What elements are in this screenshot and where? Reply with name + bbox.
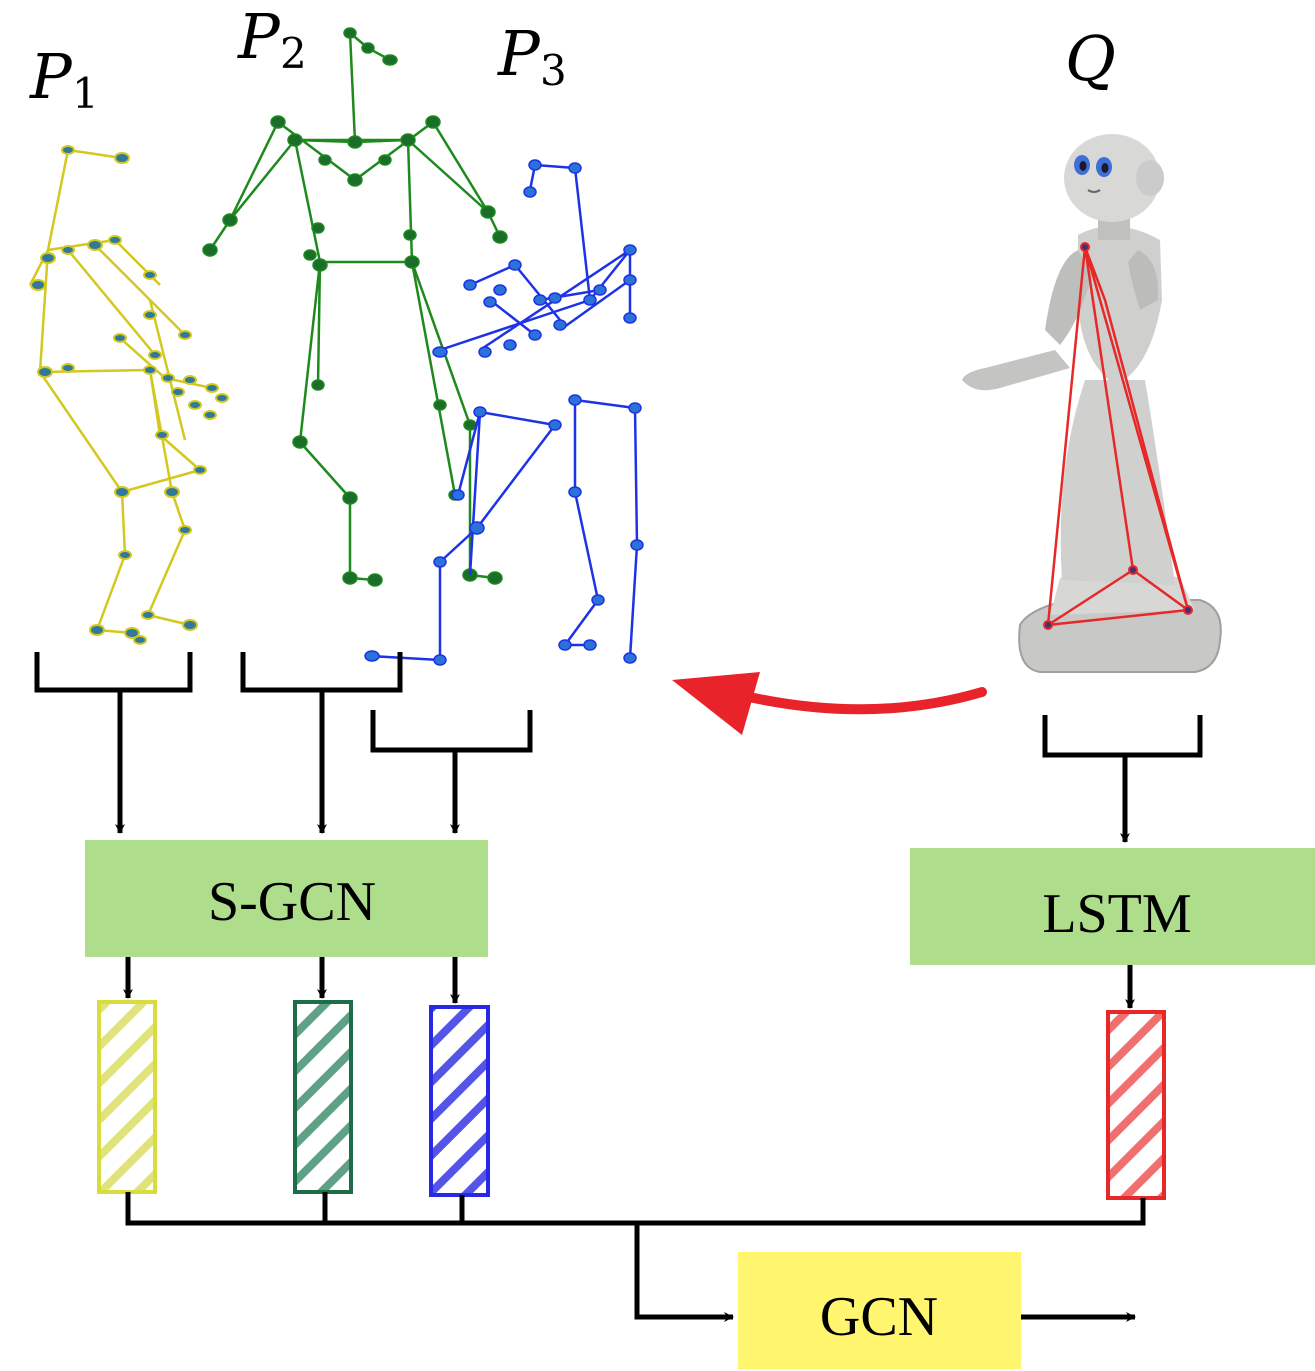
svg-text:2: 2 [280,29,307,78]
svg-text:P: P [237,0,281,73]
sgcn-block: S-GCN [85,840,488,957]
label-p1: P 1 [29,40,99,118]
retarget-arrow [672,672,987,735]
robot-keypoint-graph [1043,242,1193,630]
lstm-block: LSTM [910,848,1315,965]
feature-p3 [429,1005,490,1197]
gcn-block-bg [738,1252,1021,1369]
label-p3: P 3 [497,17,567,95]
arrows-to-features [123,957,1135,1009]
skeleton-p2 [202,27,508,587]
lstm-block-bg [910,848,1315,965]
bracket-q [1042,715,1203,758]
arrows-into-blocks [115,690,1130,843]
skeleton-p1 [28,145,229,645]
svg-text:3: 3 [540,46,567,95]
svg-text:P: P [29,40,73,113]
sgcn-label: S-GCN [208,871,376,933]
label-q: Q [1065,22,1116,95]
sgcn-block-bg [85,840,488,957]
feature-q [1106,1010,1166,1200]
svg-text:P: P [497,17,541,90]
robot-illustration [962,134,1222,673]
label-p2: P 2 [237,0,307,78]
bracket-p1 [34,652,193,693]
gcn-block: GCN [738,1252,1021,1369]
merge-lines [125,1192,1146,1322]
lstm-label: LSTM [1042,883,1191,945]
skeleton-p3 [364,159,644,666]
feature-p1 [97,1000,157,1194]
bracket-p3 [370,710,533,753]
feature-p2 [293,1000,353,1194]
svg-text:1: 1 [72,69,99,118]
gcn-label: GCN [820,1286,938,1348]
